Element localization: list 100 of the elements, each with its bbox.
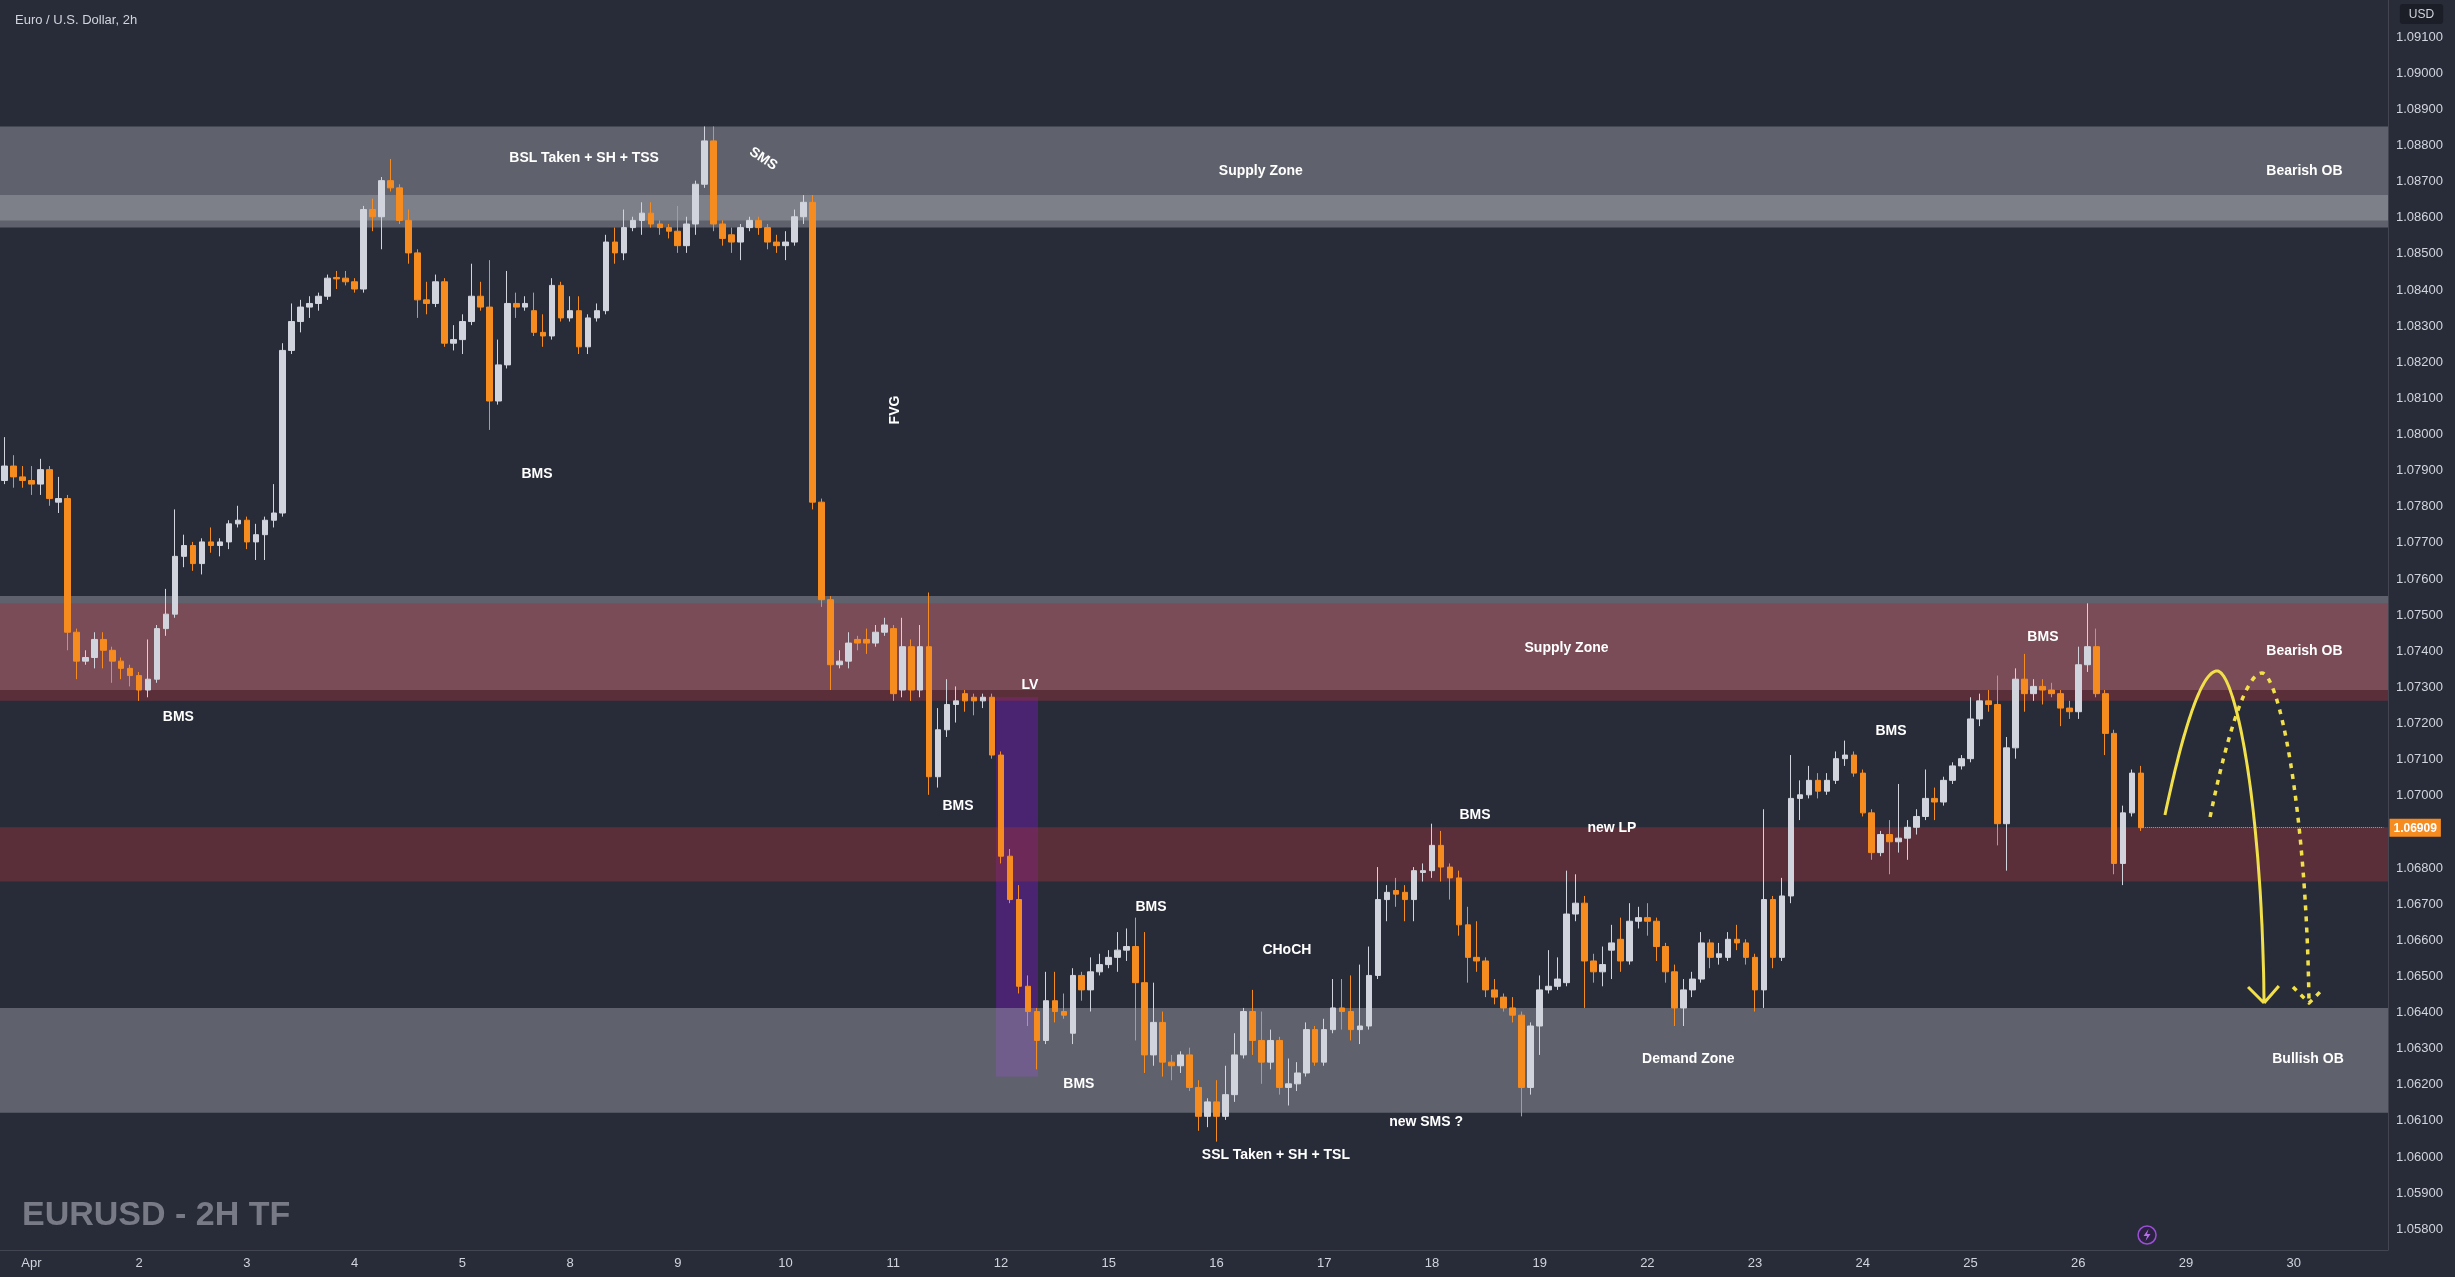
candlestick <box>1563 870 1570 987</box>
y-tick-label: 1.08900 <box>2396 100 2443 116</box>
candlestick <box>1994 675 2001 846</box>
candlestick <box>396 183 403 225</box>
candlestick <box>226 519 232 550</box>
candlestick <box>674 205 681 254</box>
candlestick <box>755 216 762 236</box>
candlestick <box>288 302 295 355</box>
candlestick <box>297 299 304 333</box>
y-tick-label: 1.08800 <box>2396 137 2443 153</box>
candlestick <box>1465 906 1471 984</box>
candlestick <box>1168 1054 1175 1081</box>
candlestick <box>1581 895 1588 1009</box>
candlestick <box>1366 946 1372 1031</box>
candlestick <box>1572 873 1579 922</box>
candlestick <box>1931 787 1938 821</box>
annotation: BMS <box>942 797 974 813</box>
x-tick-label: 26 <box>2071 1255 2086 1270</box>
candlestick <box>1788 754 1794 904</box>
ref-line-label: 1.06909 <box>2393 820 2438 835</box>
candlestick <box>522 295 528 312</box>
band-label: new LP <box>1587 819 1637 836</box>
candlestick <box>2048 682 2055 698</box>
candlestick <box>1698 931 1705 984</box>
candlestick <box>845 631 852 669</box>
candlestick <box>1635 906 1642 929</box>
y-tick-label: 1.07200 <box>2396 715 2443 731</box>
candlestick <box>351 277 358 294</box>
candlestick <box>1159 1011 1166 1078</box>
candlestick <box>989 693 995 760</box>
candlestick <box>253 523 259 561</box>
candlestick <box>1662 942 1669 984</box>
candlestick <box>1258 1011 1265 1085</box>
annotation: CHoCH <box>1262 940 1312 957</box>
candlestick <box>172 508 178 619</box>
y-tick-label: 1.08100 <box>2396 389 2443 405</box>
x-tick-label: 16 <box>1209 1255 1224 1270</box>
candlestick <box>109 646 116 684</box>
candlestick <box>1761 808 1767 1009</box>
candlestick <box>1150 982 1157 1067</box>
candlestick <box>612 227 618 265</box>
candlestick <box>1842 740 1848 767</box>
candlestick <box>315 292 322 312</box>
y-tick-label: 1.07000 <box>2396 787 2443 803</box>
annotation: new SMS ? <box>1389 1113 1464 1129</box>
candlestick <box>558 281 564 323</box>
candlestick <box>2030 678 2037 702</box>
x-tick-label: 8 <box>566 1255 574 1270</box>
x-tick-label: 24 <box>1855 1255 1871 1270</box>
candlestick <box>163 588 169 637</box>
candlestick <box>1070 967 1076 1045</box>
candlestick <box>1312 1025 1318 1067</box>
candlestick <box>10 454 17 489</box>
candlestick <box>2120 805 2126 886</box>
candlestick <box>118 657 124 680</box>
candlestick <box>630 216 636 232</box>
y-tick-label: 1.08600 <box>2396 209 2443 225</box>
candlestick <box>1222 1065 1229 1121</box>
candlestick <box>800 194 807 225</box>
y-tick-label: 1.08500 <box>2396 245 2443 261</box>
candlestick <box>271 483 277 528</box>
annotation: BMS <box>521 464 553 481</box>
candlestick <box>962 689 968 713</box>
candlestick <box>1671 964 1678 1027</box>
candlestick <box>818 498 825 608</box>
candlestick <box>2066 700 2073 720</box>
candlestick <box>657 219 663 236</box>
candlestick <box>342 270 349 286</box>
candlestick <box>190 541 196 572</box>
y-tick-label: 1.07600 <box>2396 570 2443 586</box>
annotation: BMS <box>1063 1075 1095 1091</box>
x-tick-label: 30 <box>2286 1255 2301 1270</box>
candlestick <box>100 631 107 669</box>
candlestick <box>1797 779 1803 821</box>
candlestick <box>1886 819 1893 875</box>
band-label: Supply Zone <box>1218 161 1304 178</box>
candlestick <box>1770 895 1776 969</box>
candlestick <box>621 209 627 261</box>
candlestick <box>998 750 1004 864</box>
candlestick <box>145 638 151 698</box>
candlestick <box>1734 924 1740 951</box>
x-tick-label: 10 <box>778 1255 793 1270</box>
candlestick <box>414 248 421 319</box>
candlestick <box>1680 978 1687 1027</box>
candlestick <box>1043 971 1049 1045</box>
y-tick-label: 1.05900 <box>2396 1184 2443 1200</box>
candlestick <box>1294 1061 1301 1092</box>
candlestick <box>2111 729 2117 875</box>
candlestick <box>1016 884 1022 994</box>
candlestick <box>1527 1021 1534 1096</box>
candlestick <box>728 227 735 254</box>
candlestick <box>1752 953 1758 1013</box>
candlestick <box>468 263 475 326</box>
annotation: LV <box>1021 676 1040 692</box>
candlestick <box>854 635 861 651</box>
x-tick-label: 25 <box>1963 1255 1978 1270</box>
candlestick <box>872 624 879 648</box>
candlestick <box>710 125 717 232</box>
candlestick <box>576 295 582 355</box>
x-tick-label: 15 <box>1101 1255 1116 1270</box>
